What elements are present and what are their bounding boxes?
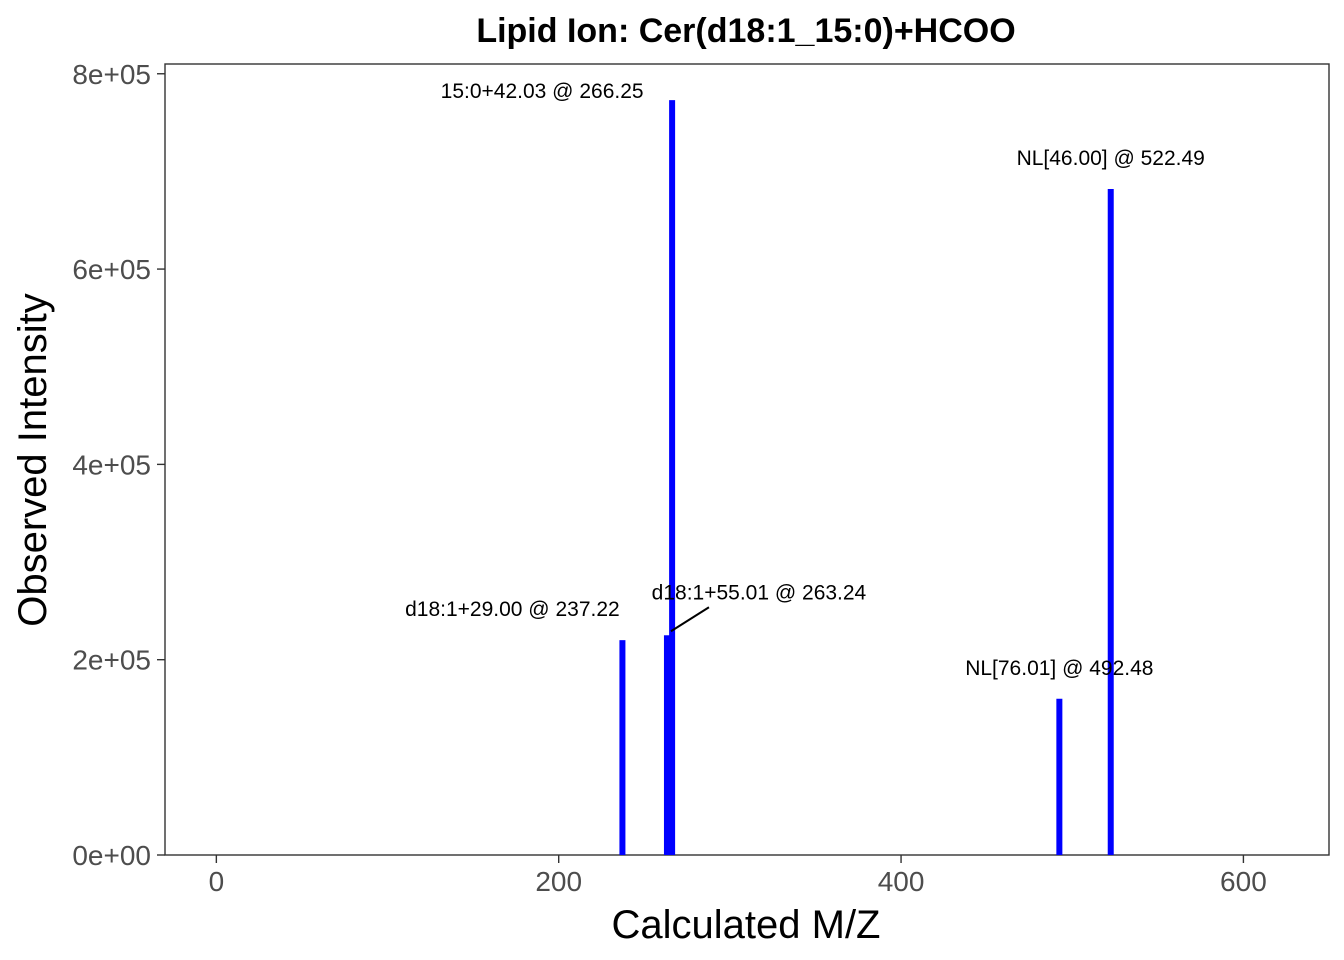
peak-label: d18:1+55.01 @ 263.24 xyxy=(652,581,867,604)
x-tick-label: 200 xyxy=(535,866,582,897)
y-tick-label: 8e+05 xyxy=(72,59,151,90)
y-axis: 0e+00 2e+05 4e+05 6e+05 8e+05 xyxy=(72,59,165,871)
x-tick-label: 0 xyxy=(209,866,225,897)
peak-labels-layer: d18:1+29.00 @ 237.22 d18:1+55.01 @ 263.24… xyxy=(405,80,1205,680)
spectrum-bar xyxy=(1107,188,1114,855)
spectrum-bar xyxy=(669,100,676,856)
y-tick-label: 4e+05 xyxy=(72,449,151,480)
peak-label: NL[46.00] @ 522.49 xyxy=(1017,147,1205,170)
peak-label: 15:0+42.03 @ 266.25 xyxy=(441,80,644,103)
chart-title: Lipid Ion: Cer(d18:1_15:0)+HCOO xyxy=(476,12,1015,50)
y-tick-label: 0e+00 xyxy=(72,840,151,871)
spectrum-bar xyxy=(663,635,670,855)
y-tick-label: 2e+05 xyxy=(72,645,151,676)
bars-layer xyxy=(619,100,1114,856)
y-tick-label: 6e+05 xyxy=(72,254,151,285)
spectrum-bar xyxy=(619,640,626,855)
peak-label: d18:1+29.00 @ 237.22 xyxy=(405,598,620,621)
plot-panel xyxy=(164,63,1330,856)
label-leader-line xyxy=(670,606,710,633)
x-axis-title: Calculated M/Z xyxy=(612,903,881,947)
leader-lines-layer xyxy=(670,606,710,633)
x-tick-label: 600 xyxy=(1220,866,1267,897)
x-axis: 0 200 400 600 xyxy=(209,855,1267,897)
y-axis-title: Observed Intensity xyxy=(11,293,55,627)
panel-border xyxy=(164,63,1330,856)
spectrum-bar xyxy=(1056,698,1063,855)
peak-label: NL[76.01] @ 492.48 xyxy=(965,657,1153,680)
x-tick-label: 400 xyxy=(878,866,925,897)
